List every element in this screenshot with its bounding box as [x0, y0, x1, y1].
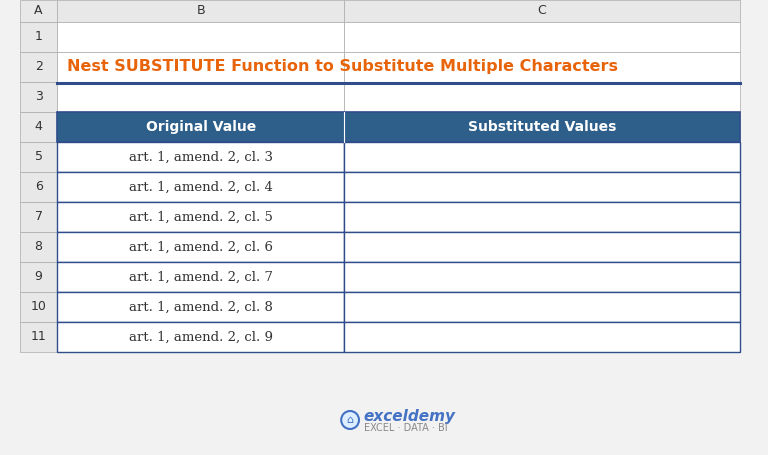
Text: 4: 4 [35, 121, 42, 133]
FancyBboxPatch shape [344, 322, 740, 352]
FancyBboxPatch shape [58, 52, 344, 82]
FancyBboxPatch shape [20, 292, 58, 322]
FancyBboxPatch shape [58, 322, 344, 352]
Text: 11: 11 [31, 330, 46, 344]
FancyBboxPatch shape [58, 202, 344, 232]
FancyBboxPatch shape [344, 262, 740, 292]
FancyBboxPatch shape [344, 172, 740, 202]
FancyBboxPatch shape [20, 322, 58, 352]
FancyBboxPatch shape [58, 202, 344, 232]
Text: 1: 1 [35, 30, 42, 44]
FancyBboxPatch shape [58, 0, 344, 22]
FancyBboxPatch shape [58, 112, 740, 142]
FancyBboxPatch shape [344, 292, 740, 322]
Text: art. 1, amend. 2, cl. 7: art. 1, amend. 2, cl. 7 [129, 271, 273, 283]
Text: art. 1, amend. 2, cl. 6: art. 1, amend. 2, cl. 6 [129, 241, 273, 253]
FancyBboxPatch shape [20, 142, 58, 172]
FancyBboxPatch shape [58, 292, 344, 322]
FancyBboxPatch shape [344, 22, 740, 52]
FancyBboxPatch shape [20, 172, 58, 202]
FancyBboxPatch shape [58, 232, 344, 262]
Text: 3: 3 [35, 91, 42, 103]
Text: 5: 5 [35, 151, 42, 163]
FancyBboxPatch shape [58, 142, 344, 172]
FancyBboxPatch shape [58, 262, 344, 292]
Text: 8: 8 [35, 241, 42, 253]
Text: Substituted Values: Substituted Values [468, 120, 616, 134]
Text: exceldemy: exceldemy [364, 409, 456, 424]
Text: 10: 10 [31, 300, 47, 313]
FancyBboxPatch shape [58, 82, 344, 112]
Text: EXCEL · DATA · BI: EXCEL · DATA · BI [364, 423, 448, 433]
FancyBboxPatch shape [20, 82, 58, 112]
Text: art. 1, amend. 2, cl. 8: art. 1, amend. 2, cl. 8 [129, 300, 273, 313]
Text: 7: 7 [35, 211, 42, 223]
FancyBboxPatch shape [344, 142, 740, 172]
FancyBboxPatch shape [58, 322, 344, 352]
Text: 2: 2 [35, 61, 42, 74]
FancyBboxPatch shape [20, 52, 58, 82]
FancyBboxPatch shape [344, 82, 740, 112]
FancyBboxPatch shape [20, 232, 58, 262]
FancyBboxPatch shape [344, 112, 740, 142]
Text: Original Value: Original Value [146, 120, 256, 134]
FancyBboxPatch shape [344, 172, 740, 202]
FancyBboxPatch shape [58, 232, 344, 262]
FancyBboxPatch shape [58, 262, 344, 292]
Text: 6: 6 [35, 181, 42, 193]
Text: B: B [197, 5, 205, 17]
FancyBboxPatch shape [344, 232, 740, 262]
FancyBboxPatch shape [20, 0, 58, 22]
Text: Nest SUBSTITUTE Function to Substitute Multiple Characters: Nest SUBSTITUTE Function to Substitute M… [68, 60, 618, 75]
FancyBboxPatch shape [344, 202, 740, 232]
Text: art. 1, amend. 2, cl. 4: art. 1, amend. 2, cl. 4 [129, 181, 273, 193]
Text: A: A [35, 5, 43, 17]
FancyBboxPatch shape [344, 292, 740, 322]
FancyBboxPatch shape [344, 322, 740, 352]
Text: art. 1, amend. 2, cl. 5: art. 1, amend. 2, cl. 5 [129, 211, 273, 223]
FancyBboxPatch shape [344, 52, 740, 82]
FancyBboxPatch shape [58, 172, 344, 202]
Text: art. 1, amend. 2, cl. 3: art. 1, amend. 2, cl. 3 [129, 151, 273, 163]
FancyBboxPatch shape [20, 202, 58, 232]
Text: 9: 9 [35, 271, 42, 283]
FancyBboxPatch shape [344, 0, 740, 22]
FancyBboxPatch shape [344, 232, 740, 262]
FancyBboxPatch shape [20, 22, 58, 52]
Circle shape [341, 411, 359, 429]
FancyBboxPatch shape [58, 142, 344, 172]
FancyBboxPatch shape [344, 262, 740, 292]
Text: ⌂: ⌂ [346, 415, 353, 425]
FancyBboxPatch shape [58, 22, 344, 52]
FancyBboxPatch shape [58, 112, 344, 142]
Text: art. 1, amend. 2, cl. 9: art. 1, amend. 2, cl. 9 [129, 330, 273, 344]
FancyBboxPatch shape [58, 292, 344, 322]
FancyBboxPatch shape [20, 112, 58, 142]
FancyBboxPatch shape [344, 142, 740, 172]
FancyBboxPatch shape [20, 262, 58, 292]
FancyBboxPatch shape [58, 172, 344, 202]
FancyBboxPatch shape [344, 202, 740, 232]
Text: C: C [538, 5, 546, 17]
